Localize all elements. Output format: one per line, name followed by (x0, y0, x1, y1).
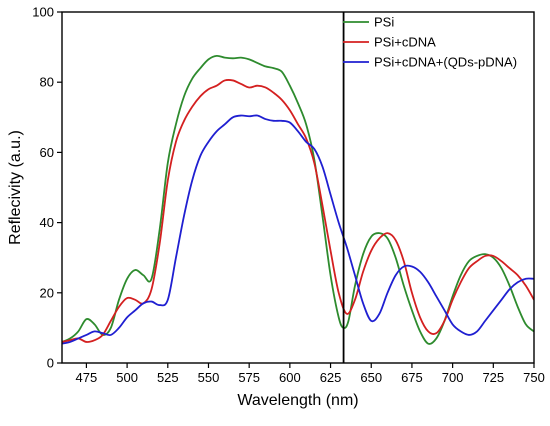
legend-label-2: PSi+cDNA (374, 35, 436, 50)
y-axis-title: Reflecivity (a.u.) (7, 130, 24, 245)
y-tick-label: 20 (40, 285, 54, 300)
y-tick-label: 40 (40, 215, 54, 230)
y-tick-label: 80 (40, 75, 54, 90)
ticks-layer: 475 500 525 550 575 600 625 650 675 700 725 750 0 20 4… (32, 5, 545, 386)
x-tick-label: 575 (238, 370, 260, 385)
legend: PSi PSi+cDNA PSi+cDNA+(QDs-pDNA) (343, 15, 517, 70)
series-line-3 (62, 114, 534, 345)
y-tick-label: 0 (47, 356, 54, 371)
x-tick-label: 600 (279, 370, 301, 385)
x-tick-label: 475 (76, 370, 98, 385)
plot-frame (61, 11, 535, 364)
series-line-2 (62, 78, 534, 343)
legend-label-1: PSi (374, 15, 394, 30)
series-layer (62, 54, 534, 345)
x-tick-label: 750 (523, 370, 545, 385)
x-tick-label: 725 (482, 370, 504, 385)
y-tick-label: 60 (40, 145, 54, 160)
y-tick-label: 100 (32, 5, 54, 20)
x-tick-label: 625 (320, 370, 342, 385)
x-axis-title: Wavelength (nm) (237, 392, 358, 409)
x-tick-label: 675 (401, 370, 423, 385)
x-tick-label: 500 (116, 370, 138, 385)
legend-label-3: PSi+cDNA+(QDs-pDNA) (374, 55, 517, 70)
x-tick-label: 550 (198, 370, 220, 385)
x-tick-label: 525 (157, 370, 179, 385)
x-tick-label: 650 (360, 370, 382, 385)
series-line-1 (62, 54, 534, 345)
x-tick-label: 700 (442, 370, 464, 385)
